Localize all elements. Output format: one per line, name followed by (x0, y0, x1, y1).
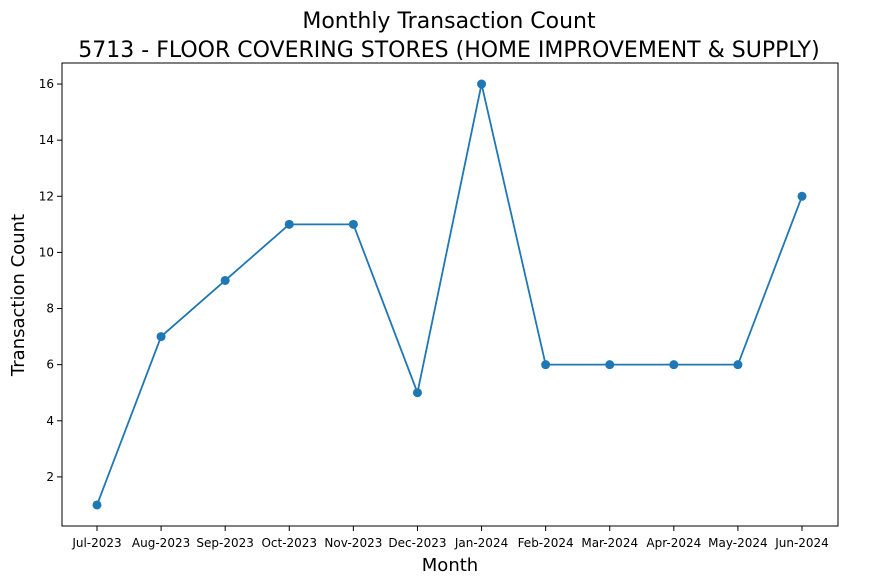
x-tick-label: Oct-2023 (261, 536, 317, 550)
x-tick-label: Dec-2023 (388, 536, 446, 550)
data-point (669, 360, 679, 370)
x-tick-label: Aug-2023 (132, 536, 190, 550)
data-point (156, 332, 166, 342)
y-tick-label: 12 (39, 189, 54, 203)
data-point (284, 219, 294, 229)
data-point (92, 500, 102, 510)
x-tick-label: Nov-2023 (324, 536, 382, 550)
y-tick-label: 4 (46, 414, 54, 428)
data-point (797, 191, 807, 201)
x-axis-label: Month (422, 555, 478, 576)
y-axis-label: Transaction Count (8, 214, 29, 377)
plot-area (61, 62, 839, 527)
y-tick-label: 10 (39, 245, 54, 259)
data-point (348, 219, 358, 229)
y-tick-label: 16 (39, 77, 54, 91)
x-axis-ticks: Jul-2023 Aug-2023 Sep-2023 Oct-2023 Nov-2023… (71, 526, 829, 550)
y-tick-label: 14 (39, 133, 54, 147)
series-line (96, 83, 803, 506)
y-axis-ticks: 2 4 6 8 10 12 14 16 (39, 77, 62, 484)
x-tick-label: Jun-2024 (774, 536, 829, 550)
x-tick-label: Jan-2024 (454, 536, 508, 550)
data-point (477, 79, 487, 89)
x-tick-label: May-2024 (708, 536, 767, 550)
y-tick-label: 8 (46, 302, 54, 316)
x-tick-label: Sep-2023 (196, 536, 254, 550)
x-tick-label: Feb-2024 (518, 536, 574, 550)
x-tick-label: Jul-2023 (71, 536, 121, 550)
x-tick-label: Mar-2024 (581, 536, 638, 550)
data-point (220, 275, 230, 285)
chart-subtitle: 5713 - FLOOR COVERING STORES (HOME IMPRO… (78, 38, 819, 63)
chart-title: Monthly Transaction Count (302, 9, 596, 34)
series-transaction-count (92, 79, 807, 510)
data-point (541, 360, 551, 370)
data-point (733, 360, 743, 370)
y-tick-label: 2 (46, 470, 54, 484)
y-tick-label: 6 (46, 358, 54, 372)
x-tick-label: Apr-2024 (646, 536, 701, 550)
data-point (412, 388, 422, 398)
data-point (605, 360, 615, 370)
